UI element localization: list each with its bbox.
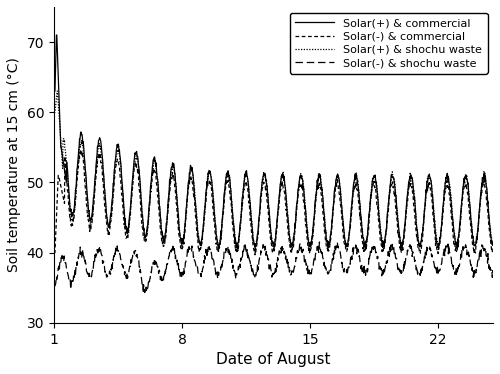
Solar(-) & commercial <box>78 148 84 152</box>
Solar(-) & shochu waste <box>109 266 115 271</box>
Solar(-) & shochu waste <box>51 283 57 288</box>
Solar(-) & shochu waste <box>291 266 297 271</box>
Solar(-) & commercial <box>252 252 258 257</box>
Solar(-) & shochu waste <box>125 275 131 279</box>
Solar(+) & commercial <box>51 89 57 94</box>
Solar(+) & commercial <box>490 243 496 248</box>
Legend: Solar(+) & commercial, Solar(-) & commercial, Solar(+) & shochu waste, Solar(-) : Solar(+) & commercial, Solar(-) & commer… <box>290 12 488 74</box>
Solar(-) & commercial <box>490 249 496 254</box>
Solar(+) & commercial <box>199 237 205 242</box>
Solar(+) & commercial <box>292 230 298 234</box>
Solar(-) & commercial <box>51 250 57 255</box>
Solar(+) & commercial <box>216 248 222 252</box>
Solar(-) & commercial <box>110 201 116 206</box>
Solar(-) & shochu waste <box>140 291 146 295</box>
Solar(+) & commercial <box>54 33 60 37</box>
Solar(-) & shochu waste <box>242 245 248 250</box>
Y-axis label: Soil temperature at 15 cm (°C): Soil temperature at 15 cm (°C) <box>7 58 21 272</box>
Solar(-) & shochu waste <box>316 240 322 244</box>
Solar(+) & shochu waste <box>242 177 248 182</box>
Solar(+) & shochu waste <box>292 230 298 235</box>
Solar(+) & commercial <box>125 227 131 232</box>
Line: Solar(-) & shochu waste: Solar(-) & shochu waste <box>54 242 493 293</box>
Solar(+) & shochu waste <box>125 227 131 232</box>
Solar(+) & commercial <box>282 185 288 190</box>
Solar(+) & commercial <box>110 196 116 200</box>
Line: Solar(+) & shochu waste: Solar(+) & shochu waste <box>54 91 493 250</box>
Line: Solar(-) & commercial: Solar(-) & commercial <box>54 150 493 255</box>
Solar(+) & shochu waste <box>490 242 496 246</box>
Line: Solar(+) & commercial: Solar(+) & commercial <box>54 35 493 250</box>
Solar(-) & shochu waste <box>282 251 288 256</box>
Solar(+) & shochu waste <box>199 235 205 240</box>
Solar(+) & shochu waste <box>54 89 60 94</box>
Solar(+) & commercial <box>242 174 248 179</box>
Solar(-) & commercial <box>292 233 298 238</box>
Solar(-) & commercial <box>199 238 205 242</box>
Solar(+) & shochu waste <box>51 110 57 114</box>
Solar(-) & shochu waste <box>490 270 496 275</box>
Solar(-) & commercial <box>282 201 288 205</box>
Solar(+) & shochu waste <box>282 186 288 190</box>
X-axis label: Date of August: Date of August <box>216 352 330 367</box>
Solar(-) & commercial <box>125 229 131 234</box>
Solar(-) & shochu waste <box>199 270 205 274</box>
Solar(+) & shochu waste <box>110 200 116 205</box>
Solar(-) & commercial <box>242 184 248 188</box>
Solar(+) & shochu waste <box>252 248 258 252</box>
